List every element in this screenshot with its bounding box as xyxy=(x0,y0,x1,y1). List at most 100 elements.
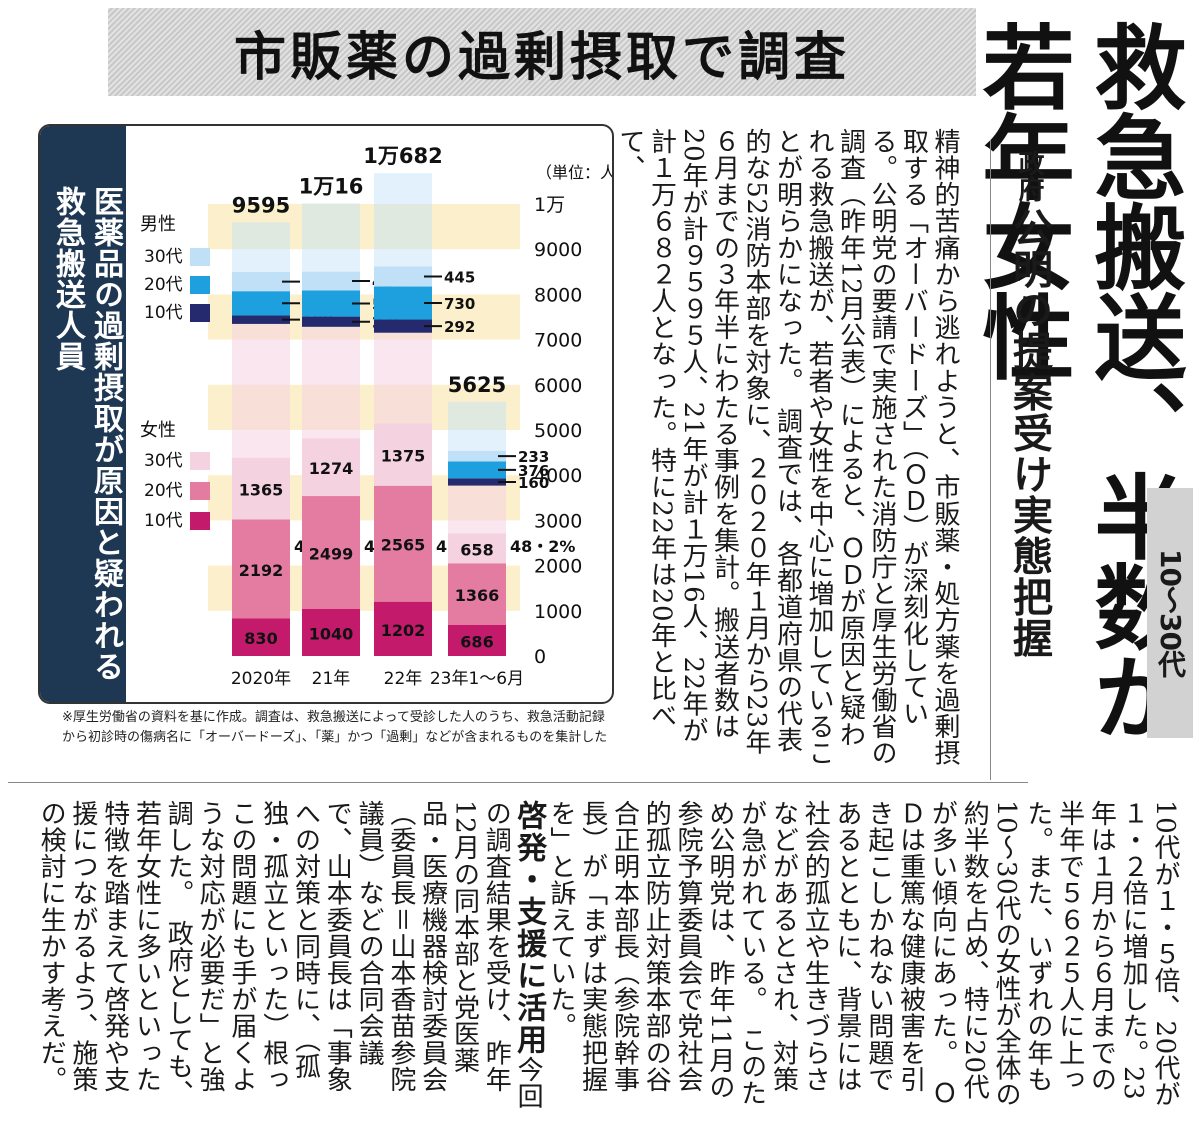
chart-unit-label: （単位：人） xyxy=(536,163,612,182)
article-body-top: 精神的苦痛から逃れようと、市販薬・処方薬を過剰摂取する「オーバードーズ」（ＯＤ）… xyxy=(615,128,960,767)
bar-total-label: 5625 xyxy=(448,373,506,397)
bar-value-label: 1040 xyxy=(309,624,354,643)
bar-value-label: 1274 xyxy=(309,459,354,478)
bar-segment xyxy=(448,401,506,451)
y-tick-label: 4000 xyxy=(534,465,582,487)
legend-label: 20代 xyxy=(144,481,183,501)
bar-value-label: 1375 xyxy=(381,447,426,466)
legend-group-female: 女性 xyxy=(140,420,176,441)
legend-swatch xyxy=(190,304,210,322)
bar-segment xyxy=(232,291,290,316)
y-tick-label: 0 xyxy=(534,646,546,668)
bar-segment xyxy=(302,316,360,327)
bar-segment xyxy=(232,618,290,656)
deck-prefix: 政府 xyxy=(1014,150,1044,202)
x-tick-label: 23年1〜6月 xyxy=(430,669,524,689)
bar-value-label: 658 xyxy=(460,540,493,559)
bar-segment xyxy=(302,496,360,609)
legend-label: 20代 xyxy=(144,275,183,295)
bar-value-label: 1366 xyxy=(455,586,500,605)
legend-swatch xyxy=(190,276,210,294)
bar-segment xyxy=(448,624,506,656)
legend-label: 10代 xyxy=(144,303,183,323)
male-value-label: 445 xyxy=(444,268,475,286)
bar-segment xyxy=(448,485,506,534)
section-divider xyxy=(8,782,1028,783)
legend-swatch xyxy=(190,452,210,470)
bar-value-label: 1202 xyxy=(381,621,426,640)
deck-headline: 政府 公明の提案受け実態把握 xyxy=(998,150,1058,790)
bar-segment xyxy=(232,323,290,458)
male-value-label: 233 xyxy=(518,448,549,466)
y-tick-label: 8000 xyxy=(534,284,582,306)
male-value-label: 292 xyxy=(444,318,475,336)
bar-segment xyxy=(448,461,506,479)
male-value-label: 730 xyxy=(444,295,475,313)
bar-segment xyxy=(374,332,432,424)
bar-segment xyxy=(448,450,506,462)
bar-segment xyxy=(232,272,290,292)
y-tick-label: 1000 xyxy=(534,601,582,623)
male-value-label: 160 xyxy=(518,474,549,492)
body-bottom-a: 10代が１・５倍、20代が１・２倍に増加した。23年は１月から６月までの半年で５… xyxy=(545,800,1180,1108)
article-body-bottom: 10代が１・５倍、20代が１・２倍に増加した。23年は１月から６月までの半年で５… xyxy=(8,800,1180,1116)
y-tick-label: 3000 xyxy=(534,510,582,532)
legend-label: 10代 xyxy=(144,511,183,531)
bar-total-label: 9595 xyxy=(232,193,290,217)
bar-segment xyxy=(374,266,432,287)
bar-segment xyxy=(302,290,360,317)
bar-segment xyxy=(374,319,432,333)
bar-value-label: 2192 xyxy=(239,561,284,580)
y-tick-label: 5000 xyxy=(534,420,582,442)
bar-value-label: 686 xyxy=(460,632,493,651)
bar-segment xyxy=(302,438,360,497)
x-tick-label: 2020年 xyxy=(231,669,291,689)
chart-footnote: ※厚生労働省の資料を基に作成。調査は、救急搬送によって受診した人のうち、救急活動… xyxy=(62,710,608,745)
bar-segment xyxy=(374,173,432,267)
bar-segment xyxy=(232,457,290,520)
stacked-bar-chart: 0 1000 2000 3000 4000 5000 6000 7000 8000 9000 1万 （… xyxy=(140,144,612,689)
bar-value-label: 830 xyxy=(244,629,277,648)
legend-group-male: 男性 xyxy=(140,214,176,235)
body-bottom-b: 今回の調査結果を受け、昨年12月の同本部と党医薬品・医療機器検討委員会（委員長＝… xyxy=(36,800,544,1110)
y-tick-label: 1万 xyxy=(534,194,565,216)
bar-segment xyxy=(448,563,506,625)
grid-band xyxy=(208,204,520,250)
headline-banner: 市販薬の過剰摂取で調査 xyxy=(108,8,976,96)
legend-swatch xyxy=(190,482,210,500)
bar-value-label: 2499 xyxy=(309,545,354,564)
bottom-subheading: 啓発・支援に活用 xyxy=(511,800,547,1056)
deck-text: 公明の提案受け実態把握 xyxy=(1006,207,1052,659)
bar-segment xyxy=(232,519,290,619)
bar-total-label: 1万16 xyxy=(299,174,364,198)
bar-segment xyxy=(374,286,432,320)
subhead-text: 10〜30代 xyxy=(1154,549,1187,677)
legend-label: 30代 xyxy=(144,247,183,267)
chart-panel: 医薬品の過剰摂取が原因と疑われる救急搬送人員 0 1000 2000 3000 4000… xyxy=(38,124,614,704)
male-value-label: 376 xyxy=(518,462,549,480)
bar-segment xyxy=(374,423,432,486)
bottom-subheading-slot: 啓発・支援に活用 xyxy=(511,800,547,1056)
female-share-label: 48・2% xyxy=(510,537,575,556)
bar-segment xyxy=(374,601,432,656)
bar-segment xyxy=(302,608,360,656)
bar-segment xyxy=(448,478,506,486)
legend-label: 30代 xyxy=(144,451,183,471)
chart-title: 医薬品の過剰摂取が原因と疑われる救急搬送人員 xyxy=(50,186,123,682)
legend-swatch xyxy=(190,512,210,530)
y-tick-label: 6000 xyxy=(534,375,582,397)
banner-title: 市販薬の過剰摂取で調査 xyxy=(233,27,850,88)
bar-segment xyxy=(302,326,360,439)
bar-segment xyxy=(448,533,506,564)
chart-title-bar: 医薬品の過剰摂取が原因と疑われる救急搬送人員 xyxy=(40,126,126,702)
bar-segment xyxy=(374,485,432,602)
x-tick-label: 22年 xyxy=(384,669,423,689)
y-tick-label: 9000 xyxy=(534,239,582,261)
bar-segment xyxy=(302,203,360,272)
bar-total-label: 1万682 xyxy=(363,144,442,168)
y-tick-label: 2000 xyxy=(534,556,582,578)
bar-segment xyxy=(232,222,290,273)
column-divider xyxy=(990,140,991,780)
bar-value-label: 2565 xyxy=(381,536,426,555)
main-headline: 救急搬送、半数が若年女性 xyxy=(967,20,1186,740)
